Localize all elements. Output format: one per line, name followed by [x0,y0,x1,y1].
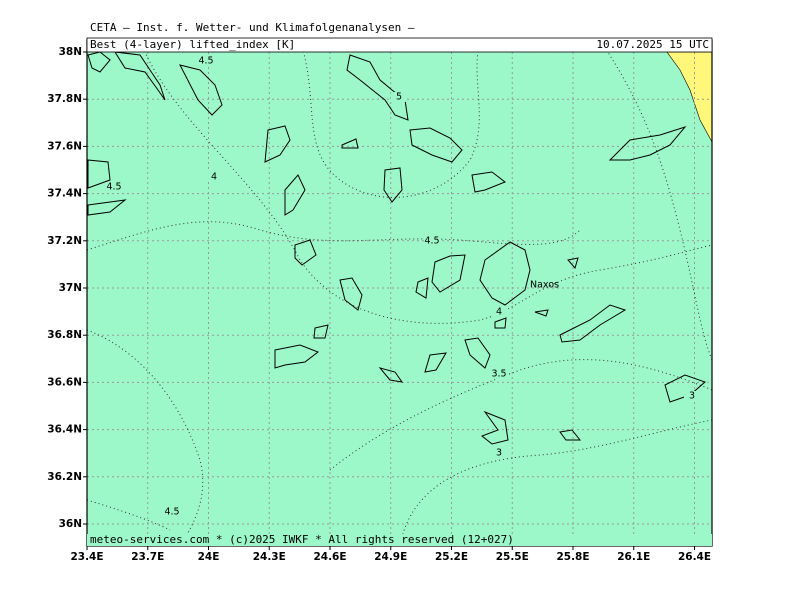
lat-label: 37.2N [47,235,82,247]
place-label: Naxos [530,280,559,291]
footer-text: meteo-services.com * (c)2025 IWKF * All … [90,533,514,546]
lon-label: 24.6E [313,551,346,563]
contour-label-bg [491,448,507,458]
lat-label: 37N [59,282,82,294]
contour-label-bg [684,391,700,401]
lat-label: 37.6N [47,140,82,152]
contour-label-bg [198,56,214,66]
contour-label: 3.5 [491,369,506,380]
contour-label-bg [391,92,407,102]
lat-label: 37.8N [47,93,82,105]
title-bar [86,37,713,53]
contour-label: 4.5 [424,236,439,247]
lat-label: 37.4N [47,188,82,200]
contour-label: 4.5 [106,182,121,193]
contours [86,39,713,547]
contour-label: 5 [396,92,402,103]
lon-label: 24E [198,551,220,563]
contour-label-bg [424,236,440,246]
variable-title: Best (4-layer) lifted_index [K] [90,38,295,51]
header-title: CETA — Inst. f. Wetter- und Klimafolgena… [90,21,415,34]
contour-label: 3 [496,448,502,459]
lat-label: 36N [59,518,82,530]
contour-label-bg [164,507,180,517]
contour-label: 4 [211,172,217,183]
lon-label: 25.2E [435,551,468,563]
lat-label: 36.6N [47,376,82,388]
lon-label: 24.3E [253,551,286,563]
contour-label: 4.5 [198,56,213,67]
contour-label: 4.5 [164,507,179,518]
lat-label: 36.2N [47,471,82,483]
valid-time: 10.07.2025 15 UTC [596,38,709,51]
lon-label: 23.7E [131,551,164,563]
coastlines [87,51,706,445]
contour-label-bg [491,369,507,379]
lon-label: 26.4E [678,551,711,563]
contour-label-bg [491,307,507,317]
lat-label: 36.8N [47,329,82,341]
contour-label-bg [206,172,222,182]
footer-bg [87,534,712,546]
lon-label: 24.9E [374,551,407,563]
contour-label: 3 [689,391,695,402]
lon-label: 23.4E [70,551,103,563]
contour-label: 4 [496,307,502,318]
contour-label-bg [106,182,122,192]
lon-label: 25.8E [556,551,589,563]
map-area [87,40,712,546]
lon-label: 25.5E [496,551,529,563]
lat-label: 38N [59,46,82,58]
contour-labels: 4.5 5 4.5 4 4.5 4 3.5 3 3 4.5 [106,56,700,518]
lon-label: 26.1E [617,551,650,563]
lat-label: 36.4N [47,424,82,436]
